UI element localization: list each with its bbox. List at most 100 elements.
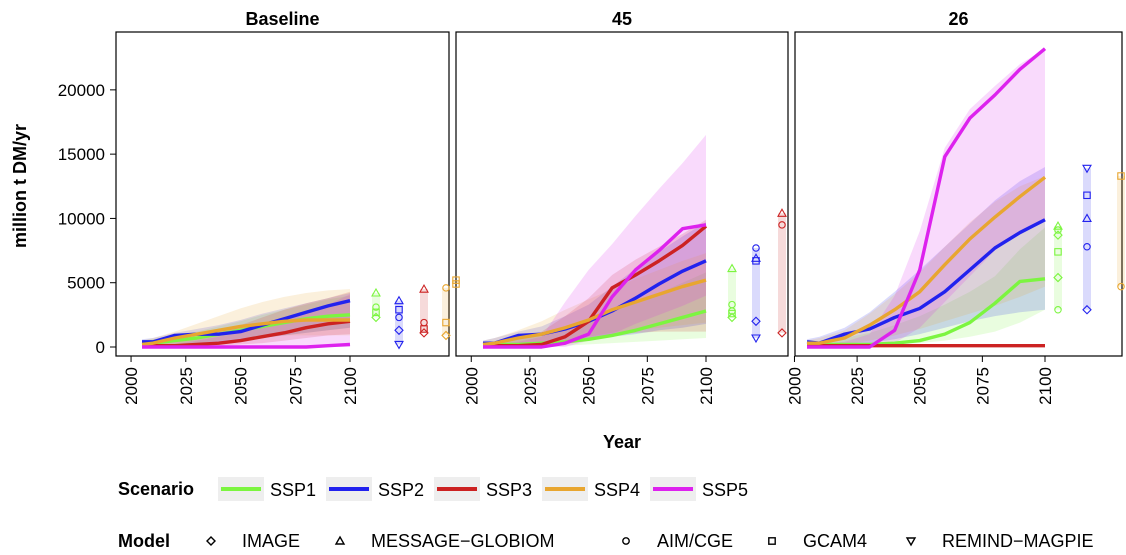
x-tick-label: 2075 — [638, 367, 657, 405]
model-point-triangle-down — [751, 334, 761, 344]
y-axis: 0 5000 10000 15000 20000 — [58, 81, 116, 357]
legend-item-model: MESSAGE−GLOBIOM — [334, 531, 555, 551]
model-point-square — [728, 309, 736, 318]
series-line-ssp5 — [142, 342, 351, 349]
range-band-ssp2 — [483, 222, 706, 347]
facet-panel: 26 2000 2025 2050 2075 2100 — [785, 6, 1125, 405]
x-tick-label: 2050 — [232, 367, 251, 405]
series-line-ssp4 — [141, 318, 350, 347]
model-point-diamond — [1082, 304, 1092, 315]
model-range-ssp4 — [1117, 176, 1125, 287]
x-axis-title: Year — [603, 432, 641, 452]
x-tick-label: 2000 — [122, 367, 141, 405]
y-tick-label: 20000 — [58, 81, 105, 100]
model-point-circle — [1117, 282, 1125, 291]
legend-symbol-diamond — [206, 536, 216, 546]
series-line-ssp2 — [806, 218, 1046, 345]
range-band-ssp5 — [807, 48, 1045, 347]
model-point-triangle-down — [394, 340, 404, 350]
facet-header — [795, 6, 1122, 32]
legend-label: SSP4 — [594, 480, 640, 500]
legend-label: MESSAGE−GLOBIOM — [371, 531, 555, 551]
model-point-triangle-up — [727, 263, 737, 273]
facet-title: Baseline — [245, 9, 319, 29]
x-tick-label: 2100 — [697, 367, 716, 405]
model-point-circle — [372, 303, 380, 311]
legend-item-model: GCAM4 — [768, 531, 867, 551]
panel-frame — [455, 31, 789, 357]
legend-label: GCAM4 — [803, 531, 867, 551]
legend-label: SSP1 — [270, 480, 316, 500]
legend-item-ssp1: SSP1 — [218, 477, 316, 501]
range-band-ssp5 — [142, 294, 350, 347]
range-band-ssp4 — [142, 289, 350, 347]
x-tick-label: 2075 — [973, 367, 992, 405]
model-point-diamond — [419, 328, 429, 338]
facet-header — [116, 6, 449, 32]
model-point-square — [372, 308, 380, 317]
y-tick-label: 15000 — [58, 145, 105, 164]
model-legend-title: Model — [118, 531, 170, 551]
facet-panel: 45 2000 2025 2050 2075 2100 — [452, 6, 812, 405]
model-range-ssp3 — [778, 213, 786, 333]
legend-symbol-circle — [622, 537, 630, 545]
range-band-ssp4 — [483, 253, 706, 347]
y-tick-label: 0 — [96, 338, 105, 357]
x-tick-label: 2100 — [1036, 367, 1055, 405]
series-line-ssp5 — [807, 47, 1047, 349]
model-point-square — [420, 325, 428, 333]
x-tick-label: 2100 — [341, 367, 360, 405]
model-point-square — [1083, 191, 1091, 200]
x-tick-label: 2075 — [286, 367, 305, 405]
model-point-triangle-up — [394, 295, 404, 305]
model-point-square — [395, 305, 403, 314]
model-point-diamond — [1053, 272, 1063, 283]
model-point-triangle-up — [419, 284, 429, 293]
model-range-ssp3 — [420, 289, 428, 333]
panel-frame — [794, 31, 1123, 357]
range-band-ssp2 — [807, 167, 1045, 347]
x-tick-label: 2025 — [521, 367, 540, 405]
facet-panels: Baseline 2000 2025 2050 2075 2100 45 2000 2025 20… — [115, 6, 1125, 405]
legend-item-ssp3: SSP3 — [434, 477, 532, 501]
model-point-diamond — [371, 312, 381, 323]
model-point-diamond — [777, 328, 787, 338]
model-point-circle — [395, 313, 403, 322]
legend-item-model: REMIND−MAGPIE — [905, 531, 1094, 551]
range-band-ssp5 — [483, 134, 706, 347]
x-tick-label: 2000 — [462, 367, 481, 405]
series-line-ssp4 — [482, 278, 707, 347]
x-tick-label: 2000 — [785, 367, 804, 405]
model-range-ssp2 — [395, 300, 403, 345]
range-band-ssp3 — [142, 291, 350, 347]
model-point-square — [752, 257, 760, 265]
model-point-diamond — [1053, 230, 1063, 240]
model-point-triangle-up — [1082, 213, 1092, 222]
x-tick-label: 2050 — [911, 367, 930, 405]
model-point-triangle-down — [1082, 164, 1092, 174]
legend-item-model: AIM/CGE — [622, 531, 733, 551]
model-point-circle — [752, 244, 760, 252]
range-band-ssp1 — [807, 227, 1045, 347]
series-line-ssp5 — [483, 223, 707, 349]
legend-symbol-square — [768, 537, 776, 545]
y-tick-label: 5000 — [67, 274, 105, 293]
model-point-triangle-up — [371, 287, 381, 297]
legend-label: IMAGE — [242, 531, 300, 551]
model-point-square — [442, 318, 450, 327]
model-point-square — [1054, 248, 1062, 256]
model-point-square — [452, 276, 460, 284]
model-point-square — [452, 280, 460, 288]
legend-symbol-triangle-down — [905, 537, 917, 547]
facet-title: 45 — [612, 9, 632, 29]
model-point-triangle-up — [777, 208, 787, 217]
model-point-circle — [778, 221, 786, 229]
scenario-legend: Scenario SSP1 SSP2 SSP3 SSP4 SSP5 — [118, 477, 748, 501]
y-axis-title: million t DM/yr — [10, 124, 30, 248]
model-range-ssp4 — [452, 280, 460, 284]
model-point-circle — [1054, 305, 1062, 314]
legend-label: REMIND−MAGPIE — [942, 531, 1094, 551]
model-point-circle — [1083, 242, 1091, 251]
model-point-square — [1117, 172, 1125, 180]
